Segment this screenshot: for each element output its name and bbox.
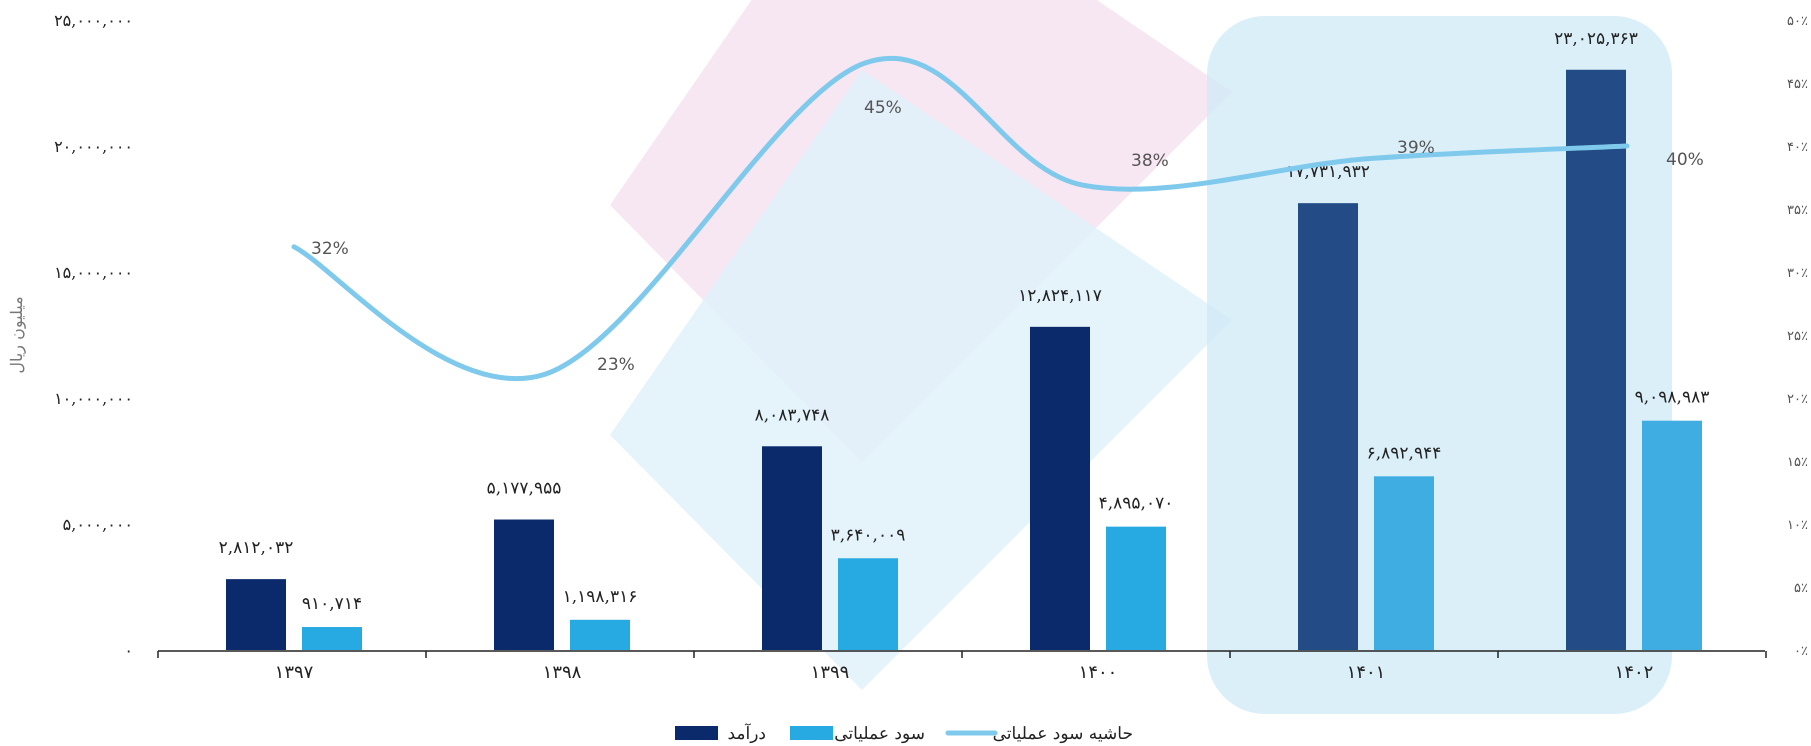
op-profit-bar: [1106, 526, 1166, 650]
margin-pct-label: 38%: [1131, 151, 1169, 171]
margin-line-layer: 32% 23% 45% 38% 39% 40%: [291, 55, 1704, 382]
y2-tick-label: ۴۰٪: [1787, 140, 1808, 155]
y2-tick-label: ۲۰٪: [1787, 392, 1808, 407]
x-tick-label: ۱۳۹۸: [543, 662, 582, 683]
y-tick-label: ۰: [124, 641, 133, 660]
y-tick-label: ۱۰,۰۰۰,۰۰۰: [54, 389, 133, 408]
revenue-bar: [762, 446, 822, 650]
legend-swatch-revenue: [675, 726, 718, 740]
y-tick-label: ۲۵,۰۰۰,۰۰۰: [54, 11, 133, 30]
y2-tick-label: ۵۰٪: [1787, 14, 1808, 29]
x-tick-label: ۱۳۹۷: [275, 662, 314, 683]
revenue-bar: [226, 579, 286, 650]
y2-tick-label: ۳۰٪: [1787, 266, 1808, 281]
y-axis-label: میلیون ریال: [7, 296, 26, 373]
x-tick-label: ۱۴۰۰: [1079, 662, 1118, 683]
y2-tick-label: ۲۵٪: [1787, 329, 1808, 344]
op-profit-value-label: ۹,۰۹۸,۹۸۳: [1635, 388, 1710, 408]
revenue-value-label: ۲,۸۱۲,۰۳۲: [219, 538, 294, 558]
y2-tick-label: ۱۰٪: [1787, 518, 1808, 533]
y-tick-label: ۵,۰۰۰,۰۰۰: [63, 515, 133, 534]
op-profit-bar: [838, 558, 898, 650]
revenue-bar: [1566, 69, 1626, 650]
revenue-value-label: ۸,۰۸۳,۷۴۸: [755, 405, 830, 425]
op-profit-value-label: ۳,۶۴۰,۰۰۹: [831, 525, 906, 545]
x-tick-label: ۱۳۹۹: [811, 662, 850, 683]
margin-line: [291, 55, 1630, 382]
legend-swatch-op-profit: [790, 726, 833, 740]
right-axis: ۰٪ ۵٪ ۱۰٪ ۱۵٪ ۲۰٪ ۲۵٪ ۳۰٪ ۳۵٪ ۴۰٪ ۴۵٪ ۵۰٪: [1787, 14, 1808, 659]
left-axis: ۰ ۵,۰۰۰,۰۰۰ ۱۰,۰۰۰,۰۰۰ ۱۵,۰۰۰,۰۰۰ ۲۰,۰۰۰,۰۰۰…: [54, 11, 133, 660]
legend-label-margin: حاشیه سود عملیاتی: [993, 724, 1133, 744]
bars: ۲,۸۱۲,۰۳۲۵,۱۷۷,۹۵۵۸,۰۸۳,۷۴۸۱۲,۸۲۴,۱۱۷۱۷,…: [219, 29, 1710, 650]
y2-tick-label: ۴۵٪: [1787, 77, 1808, 92]
op-profit-value-label: ۴,۸۹۵,۰۷۰: [1099, 494, 1174, 514]
x-axis: ۱۳۹۷ ۱۳۹۸ ۱۳۹۹ ۱۴۰۰ ۱۴۰۱ ۱۴۰۲: [157, 650, 1767, 683]
revenue-bar: [494, 519, 554, 650]
margin-pct-label: 39%: [1397, 138, 1435, 158]
revenue-value-label: ۵,۱۷۷,۹۵۵: [487, 479, 562, 499]
revenue-bar: [1298, 203, 1358, 650]
op-profit-value-label: ۶,۸۹۲,۹۴۴: [1367, 443, 1442, 463]
op-profit-bar: [570, 619, 630, 650]
margin-pct-label: 32%: [311, 239, 349, 259]
x-tick-label: ۱۴۰۱: [1347, 662, 1386, 683]
y2-tick-label: ۰٪: [1794, 644, 1808, 659]
op-profit-bar: [1374, 476, 1434, 650]
y-tick-label: ۲۰,۰۰۰,۰۰۰: [54, 137, 133, 156]
revenue-value-label: ۲۳,۰۲۵,۳۶۳: [1554, 29, 1638, 49]
y2-tick-label: ۳۵٪: [1787, 203, 1808, 218]
revenue-bar: [1030, 326, 1090, 650]
op-profit-value-label: ۹۱۰,۷۱۴: [302, 594, 362, 614]
op-profit-bar: [302, 627, 362, 650]
margin-pct-label: 40%: [1666, 150, 1704, 170]
margin-pct-label: 23%: [597, 355, 635, 375]
revenue-value-label: ۱۲,۸۲۴,۱۱۷: [1018, 286, 1102, 306]
x-tick-label: ۱۴۰۲: [1615, 662, 1654, 683]
legend-label-op-profit: سود عملیاتی: [834, 724, 925, 744]
legend: حاشیه سود عملیاتی سود عملیاتی درآمد: [675, 722, 1133, 744]
op-profit-value-label: ۱,۱۹۸,۳۱۶: [563, 587, 638, 607]
y2-tick-label: ۵٪: [1794, 581, 1808, 596]
op-profit-bar: [1642, 420, 1702, 650]
legend-label-revenue: درآمد: [727, 722, 766, 744]
y-tick-label: ۱۵,۰۰۰,۰۰۰: [54, 263, 133, 282]
margin-pct-label: 45%: [864, 98, 902, 118]
y2-tick-label: ۱۵٪: [1787, 455, 1808, 470]
